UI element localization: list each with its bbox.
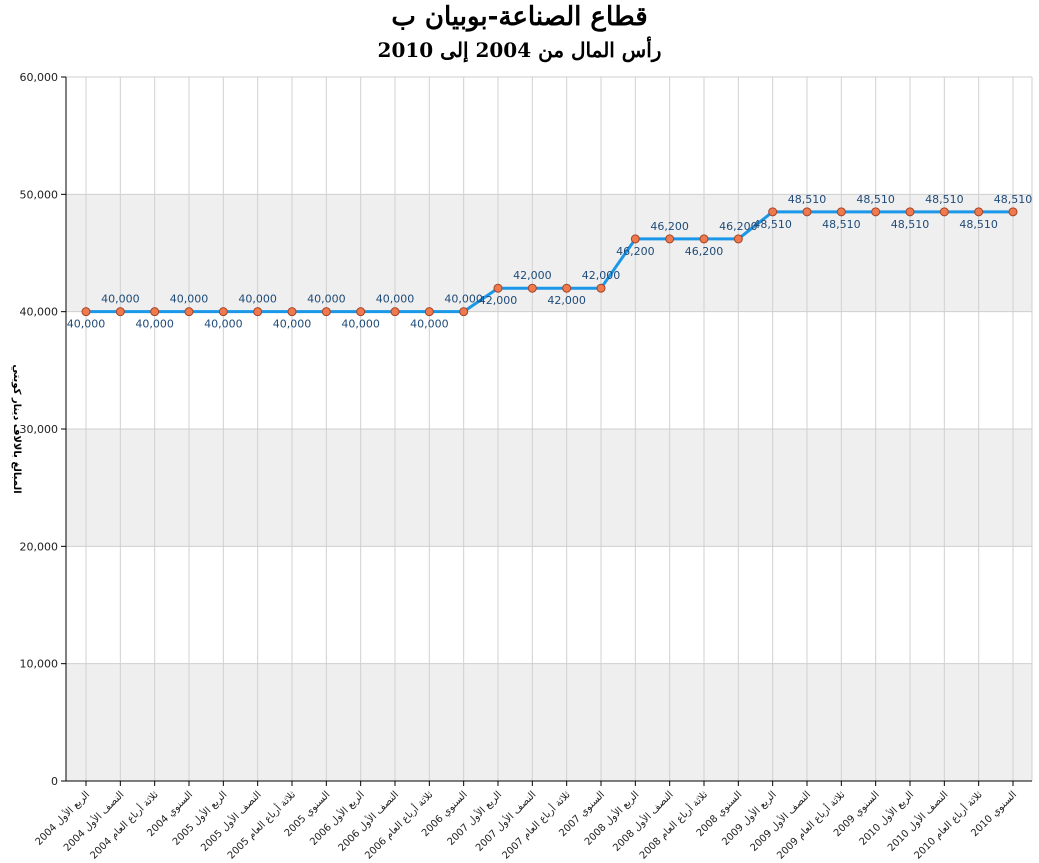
data-label: 48,510 [891,218,930,231]
data-point [81,307,91,317]
data-label: 42,000 [582,269,621,282]
data-point [733,234,743,244]
data-label: 40,000 [376,293,415,306]
x-tick-label: النصف الأول 2004 [61,788,127,854]
data-point [836,207,846,217]
data-point [184,307,194,317]
y-tick-label: 0 [51,775,58,788]
data-point [287,307,297,317]
data-label: 40,000 [273,318,312,331]
x-tick-label: النصف الأول 2005 [198,788,264,854]
data-point [356,307,366,317]
y-tick-label: 50,000 [20,188,59,201]
data-label: 42,000 [513,269,552,282]
data-label: 40,000 [410,318,449,331]
plot-band [66,194,1032,312]
data-label: 40,000 [341,318,380,331]
data-point [1008,207,1018,217]
data-point [768,207,778,217]
x-tick-label: النصف الأول 2008 [610,788,676,854]
y-tick-label: 30,000 [20,423,59,436]
data-point [459,307,469,317]
data-point [424,307,434,317]
x-tick-label: النصف الأول 2007 [473,788,539,854]
y-axis-title: المبالغ بالالاف دينار كويتي [11,364,22,493]
plot-band [66,663,1032,781]
data-point [939,207,949,217]
data-point [390,307,400,317]
data-label: 48,510 [822,218,861,231]
data-label: 40,000 [135,318,174,331]
data-point [321,307,331,317]
data-point [562,283,572,293]
data-label: 48,510 [788,193,827,206]
data-label: 46,200 [685,245,724,258]
data-point [905,207,915,217]
x-tick-label: النصف الأول 2010 [885,788,951,854]
data-label: 40,000 [170,293,209,306]
chart-title: قطاع الصناعة-بوبيان ب [391,2,648,32]
data-label: 40,000 [238,293,277,306]
data-point [150,307,160,317]
data-label: 42,000 [547,294,586,307]
data-point [974,207,984,217]
y-tick-label: 40,000 [20,306,59,319]
series-line [86,210,1013,314]
data-point [596,283,606,293]
data-point [665,234,675,244]
data-label: 46,200 [616,245,655,258]
data-point [115,307,125,317]
data-label: 46,200 [650,220,689,233]
data-label: 40,000 [204,318,243,331]
chart-subtitle: رأس المال من 2004 إلى 2010 [377,38,662,62]
x-tick-label: النصف الأول 2009 [747,788,813,854]
data-point [253,307,263,317]
y-tick-label: 60,000 [20,71,59,84]
data-point [493,283,503,293]
data-point [527,283,537,293]
data-label: 40,000 [101,293,140,306]
data-label: 40,000 [67,318,106,331]
data-label: 48,510 [959,218,998,231]
data-point [218,307,228,317]
data-point [699,234,709,244]
data-label: 48,510 [856,193,895,206]
plot-band [66,429,1032,547]
data-label: 42,000 [479,294,518,307]
data-point [802,207,812,217]
data-point [630,234,640,244]
y-tick-label: 10,000 [20,658,59,671]
y-tick-label: 20,000 [20,540,59,553]
x-tick-label: النصف الأول 2006 [335,788,401,854]
data-label: 48,510 [994,193,1033,206]
data-point [871,207,881,217]
data-label: 48,510 [925,193,964,206]
data-label: 48,510 [753,218,792,231]
data-label: 40,000 [444,293,483,306]
data-label: 46,200 [719,220,758,233]
data-label: 40,000 [307,293,346,306]
